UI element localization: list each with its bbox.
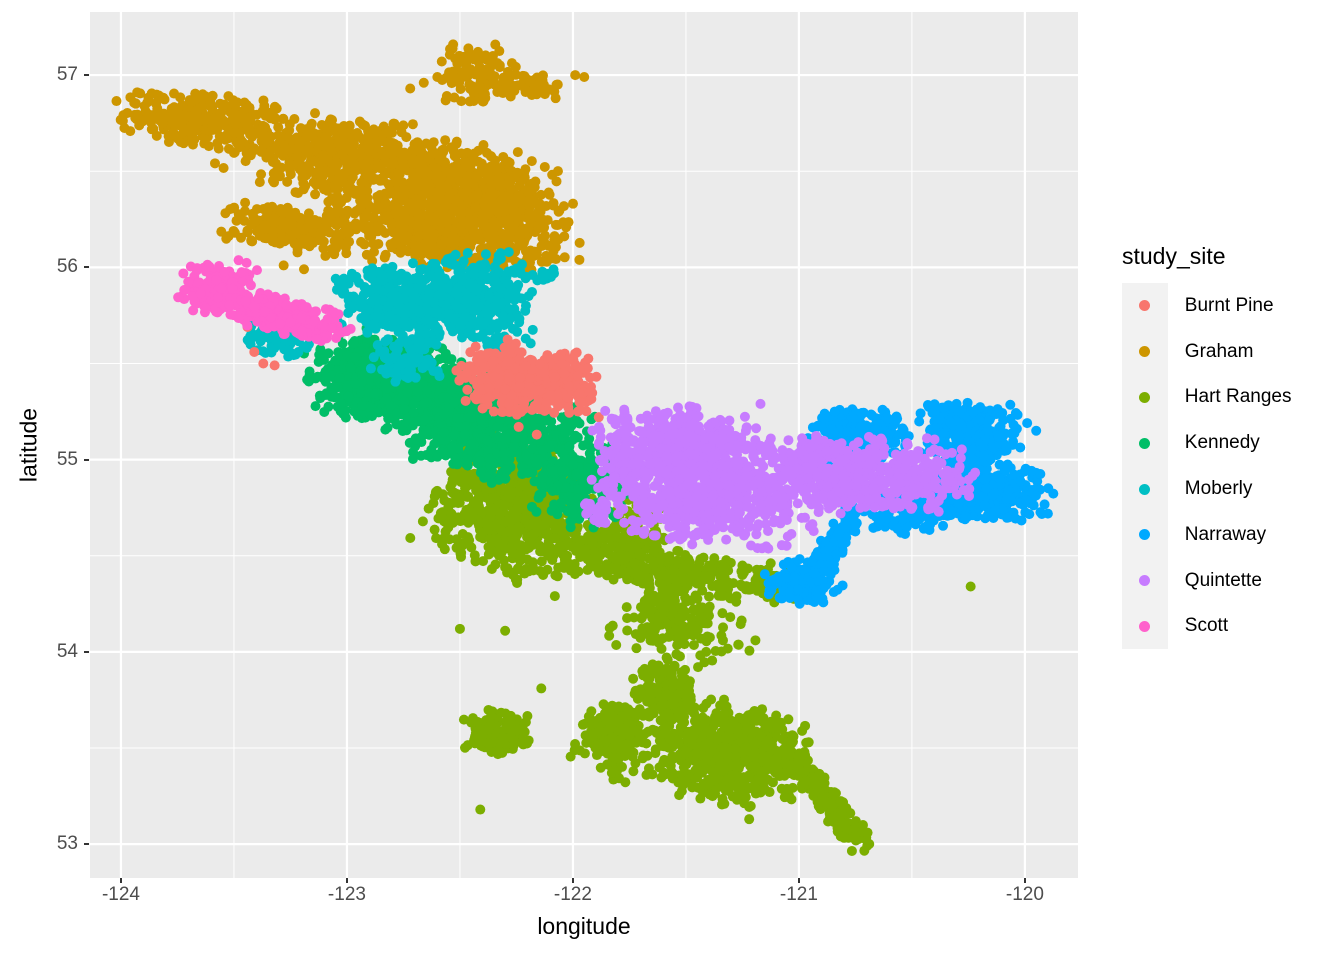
- legend-item-moberly: Moberly: [1122, 466, 1291, 512]
- legend-title: study_site: [1122, 243, 1226, 269]
- x-tick-mark: [119, 878, 122, 883]
- x-tick-mark: [345, 878, 348, 883]
- legend-items: Burnt Pine Graham Hart Ranges Kennedy Moberl…: [1122, 283, 1292, 650]
- legend-key: [1122, 466, 1168, 512]
- legend-point-icon: [1139, 483, 1151, 495]
- legend-point-icon: [1139, 391, 1151, 403]
- y-tick-mark: [84, 843, 89, 846]
- legend-label: Burnt Pine: [1184, 294, 1274, 316]
- y-tick-label: 55: [56, 448, 78, 470]
- legend-item-narraway: Narraway: [1122, 511, 1291, 558]
- legend-label: Scott: [1184, 615, 1229, 637]
- y-tick-mark: [84, 458, 89, 461]
- y-tick-mark: [84, 650, 89, 653]
- legend-point-icon: [1139, 346, 1151, 358]
- x-tick-mark: [571, 878, 574, 883]
- x-tick-mark: [1023, 878, 1026, 883]
- y-tick-label: 57: [56, 64, 78, 86]
- legend-key: [1122, 557, 1168, 604]
- legend-item-hart-ranges: Hart Ranges: [1122, 374, 1292, 421]
- legend-point-icon: [1139, 575, 1151, 587]
- legend-item-burnt-pine: Burnt Pine: [1122, 283, 1291, 329]
- legend-label: Moberly: [1184, 478, 1253, 500]
- legend-point-icon: [1139, 620, 1151, 632]
- legend-label: Kennedy: [1184, 432, 1260, 454]
- legend-item-graham: Graham: [1122, 328, 1291, 375]
- legend-label: Graham: [1184, 340, 1254, 362]
- x-axis-title: longitude: [537, 913, 631, 939]
- legend-key: [1122, 511, 1168, 558]
- y-tick-label: 56: [56, 256, 78, 278]
- legend-label: Hart Ranges: [1184, 386, 1292, 408]
- legend-point-icon: [1139, 437, 1151, 449]
- x-tick-label: -122: [553, 884, 592, 905]
- legend: study_site Burnt Pine Graham Hart Ranges Ke…: [1122, 243, 1292, 650]
- scatter-plot-panel: [90, 12, 1078, 878]
- legend-key: [1122, 283, 1168, 329]
- x-tick-mark: [797, 878, 800, 883]
- legend-point-icon: [1139, 529, 1151, 541]
- x-tick-label: -124: [101, 884, 140, 905]
- y-tick-label: 53: [56, 833, 78, 855]
- y-tick-mark: [84, 266, 89, 269]
- y-axis-title: latitude: [15, 407, 42, 483]
- legend-key: [1122, 328, 1168, 375]
- x-tick-label: -121: [779, 884, 818, 905]
- x-tick-label: -123: [327, 884, 366, 905]
- legend-label: Narraway: [1184, 523, 1267, 545]
- legend-label: Quintette: [1184, 569, 1262, 591]
- legend-item-kennedy: Kennedy: [1122, 420, 1291, 467]
- x-tick-label: -120: [1005, 884, 1044, 905]
- legend-key: [1122, 420, 1168, 467]
- legend-key: [1122, 603, 1168, 650]
- legend-item-scott: Scott: [1122, 603, 1291, 650]
- legend-key: [1122, 374, 1168, 421]
- y-tick-mark: [84, 74, 89, 77]
- y-tick-label: 54: [56, 640, 78, 662]
- legend-point-icon: [1139, 300, 1151, 312]
- legend-item-quintette: Quintette: [1122, 557, 1291, 604]
